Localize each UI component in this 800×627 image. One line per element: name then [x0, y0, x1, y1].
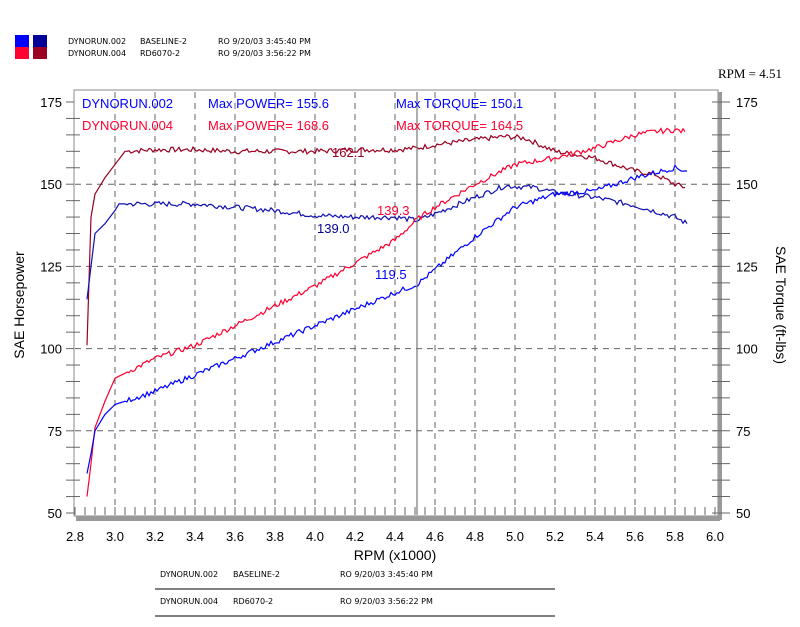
footer-run-desc: BASELINE-2 [233, 570, 280, 579]
y-left-tick-label: 75 [48, 424, 62, 439]
footer-run-name: DYNORUN.004 [160, 597, 218, 606]
x-tick-label: 5.8 [666, 529, 684, 544]
y-left-tick-label: 50 [48, 506, 62, 521]
x-tick-label: 2.8 [66, 529, 84, 544]
legend-run-name: DYNORUN.002 [82, 96, 173, 111]
series-dynorun-004-power [86, 127, 686, 497]
x-tick-label: 6.0 [706, 529, 724, 544]
cursor-value-label: 119.5 [375, 267, 407, 282]
y-right-tick-label: 150 [736, 177, 758, 192]
legend-max-torque: Max TORQUE= 150.1 [396, 96, 523, 111]
plot-bottom-bar [76, 516, 720, 521]
header-run-name: DYNORUN.004 [68, 49, 126, 58]
x-tick-label: 4.2 [346, 529, 364, 544]
x-tick-label: 5.2 [546, 529, 564, 544]
plot-right-bar [718, 92, 722, 520]
run-color-swatch [15, 35, 29, 47]
header-run-desc: RD6070-2 [140, 49, 180, 58]
y-right-tick-label: 175 [736, 95, 758, 110]
header-run-name: DYNORUN.002 [68, 37, 126, 46]
x-tick-label: 5.4 [586, 529, 604, 544]
y-right-tick-label: 125 [736, 259, 758, 274]
x-tick-label: 3.8 [266, 529, 284, 544]
x-tick-label: 3.6 [226, 529, 244, 544]
run-color-swatch [15, 47, 29, 59]
y-left-tick-label: 150 [40, 177, 62, 192]
cursor-value-label: 139.3 [377, 203, 410, 218]
y-right-axis-label: SAE Torque (ft-lbs) [773, 246, 789, 364]
series-dynorun-004-torque [86, 133, 686, 346]
run-color-swatch [33, 35, 47, 47]
x-tick-label: 5.6 [626, 529, 644, 544]
y-left-axis-label: SAE Horsepower [11, 251, 27, 359]
legend-run-name: DYNORUN.004 [82, 118, 173, 133]
x-tick-label: 3.0 [106, 529, 124, 544]
legend-max-power: Max POWER= 155.6 [208, 96, 329, 111]
x-tick-label: 4.6 [426, 529, 444, 544]
run-color-swatch [33, 47, 47, 59]
y-left-tick-label: 175 [40, 95, 62, 110]
y-left-tick-label: 125 [40, 259, 62, 274]
series-dynorun-002-power [86, 163, 688, 474]
legend-max-power: Max POWER= 168.6 [208, 118, 329, 133]
x-tick-label: 4.8 [466, 529, 484, 544]
legend-max-torque: Max TORQUE= 164.5 [396, 118, 523, 133]
footer-run-desc: RD6070-2 [233, 597, 273, 606]
x-tick-label: 4.0 [306, 529, 324, 544]
header-run-info: RO 9/20/03 3:45:40 PM [218, 37, 311, 46]
x-tick-label: 4.4 [386, 529, 404, 544]
series-dynorun-002-torque [86, 183, 688, 300]
x-axis-label: RPM (x1000) [354, 547, 436, 563]
cursor-value-label: 139.0 [317, 221, 350, 236]
y-left-tick-label: 100 [40, 342, 62, 357]
footer-run-info: RO 9/20/03 3:56:22 PM [340, 597, 433, 606]
plot-frame [73, 89, 719, 517]
footer-run-info: RO 9/20/03 3:45:40 PM [340, 570, 433, 579]
cursor-readout: RPM = 4.51 [718, 66, 782, 81]
y-right-tick-label: 50 [736, 506, 750, 521]
x-tick-label: 3.2 [146, 529, 164, 544]
footer-run-name: DYNORUN.002 [160, 570, 218, 579]
y-right-tick-label: 75 [736, 424, 750, 439]
header-run-desc: BASELINE-2 [140, 37, 187, 46]
header-run-info: RO 9/20/03 3:56:22 PM [218, 49, 311, 58]
cursor-value-label: 162.1 [332, 145, 365, 160]
x-tick-label: 3.4 [186, 529, 204, 544]
x-tick-label: 5.0 [506, 529, 524, 544]
y-right-tick-label: 100 [736, 342, 758, 357]
